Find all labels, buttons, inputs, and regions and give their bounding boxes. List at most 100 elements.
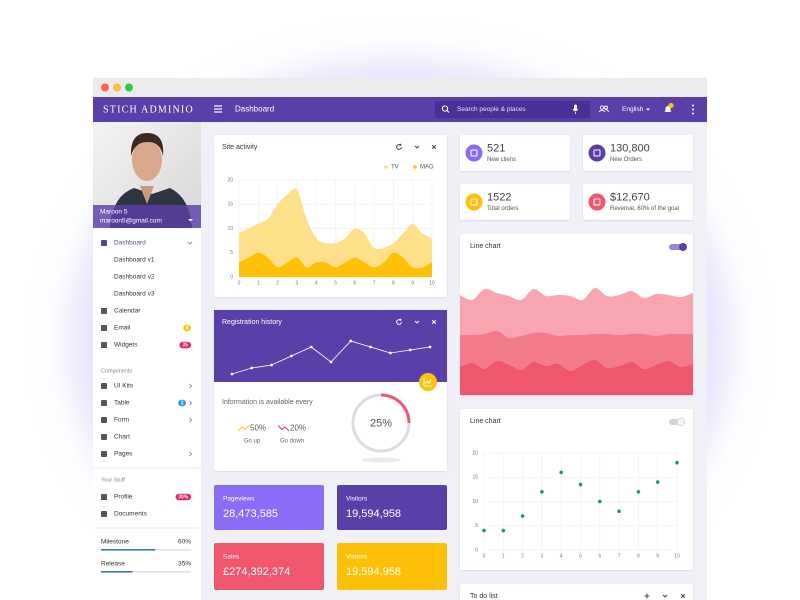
search-placeholder[interactable]: Search people & places bbox=[457, 106, 526, 113]
stat-value: 521 bbox=[487, 142, 505, 154]
down-value: 20% bbox=[290, 424, 306, 433]
nav-sub-label[interactable]: Dashboard v2 bbox=[114, 274, 155, 281]
search-box[interactable] bbox=[435, 101, 590, 118]
profile-caret[interactable] bbox=[188, 219, 193, 222]
x-tick-label: 0 bbox=[238, 280, 241, 286]
nav-label[interactable]: Email bbox=[114, 325, 131, 332]
tile bbox=[337, 543, 447, 590]
info-text: Information is available every bbox=[222, 399, 313, 406]
zoom-dot[interactable] bbox=[125, 83, 133, 92]
toggle-knob[interactable] bbox=[676, 417, 686, 427]
line-point bbox=[309, 345, 313, 349]
x-tick-label: 6 bbox=[353, 280, 356, 286]
tile-label: Visitors bbox=[346, 554, 368, 561]
x-tick-label: 5 bbox=[579, 553, 582, 559]
line-chart-card bbox=[460, 409, 693, 570]
nav-icon bbox=[101, 511, 107, 517]
tile bbox=[214, 543, 324, 590]
x-tick-label: 3 bbox=[541, 553, 544, 559]
nav-arrow[interactable] bbox=[189, 417, 193, 423]
more-icon[interactable] bbox=[692, 104, 694, 115]
line-point bbox=[349, 339, 353, 343]
nav-icon bbox=[101, 383, 107, 389]
legend-label: MAG bbox=[420, 165, 434, 171]
y-tick-label: 20 bbox=[227, 177, 233, 183]
donut-arc bbox=[380, 393, 411, 424]
nav-label[interactable]: Form bbox=[114, 417, 129, 424]
x-tick-label: 10 bbox=[429, 280, 435, 286]
y-tick-label: 15 bbox=[472, 475, 478, 481]
stat-label: Total orders bbox=[487, 206, 518, 212]
y-tick-label: 0 bbox=[230, 274, 233, 280]
nav-arrow[interactable] bbox=[189, 451, 193, 457]
line-point bbox=[270, 363, 273, 367]
tile-value: 19,594,958 bbox=[346, 508, 401, 520]
area bbox=[239, 188, 432, 277]
stacked-area bbox=[460, 359, 693, 395]
nav-arrow[interactable] bbox=[189, 400, 193, 406]
nav-badge bbox=[183, 324, 191, 332]
mic-icon[interactable] bbox=[574, 104, 577, 111]
nav-label[interactable]: Table bbox=[114, 400, 130, 407]
tile-value: 28,473,585 bbox=[223, 508, 278, 520]
nav-icon bbox=[101, 325, 107, 331]
brand[interactable]: STICH ADMINIO bbox=[103, 104, 194, 115]
nav-label[interactable]: Pages bbox=[114, 451, 133, 458]
nav-badge bbox=[175, 493, 191, 501]
progress-bar bbox=[101, 571, 133, 573]
nav-badge-text: 2 bbox=[181, 401, 184, 407]
line-point bbox=[428, 345, 432, 349]
nav-arrow[interactable] bbox=[189, 383, 193, 389]
legend-swatch bbox=[384, 165, 388, 169]
nav-label[interactable]: Profile bbox=[114, 494, 133, 501]
x-tick-label: 3 bbox=[296, 280, 299, 286]
people-icon[interactable] bbox=[598, 105, 609, 113]
card-title: Site activity bbox=[222, 144, 258, 151]
photo-hair bbox=[130, 133, 164, 156]
language[interactable]: English bbox=[622, 106, 644, 113]
x-tick-label: 1 bbox=[502, 553, 505, 559]
person-head bbox=[599, 105, 605, 110]
stat-icon[interactable] bbox=[465, 144, 483, 162]
nav-label[interactable]: Dashboard bbox=[114, 240, 146, 247]
x-tick-label: 4 bbox=[560, 553, 563, 559]
nav-badge bbox=[179, 341, 191, 349]
dot bbox=[692, 112, 694, 115]
minimize-dot[interactable] bbox=[113, 83, 121, 92]
close-dot[interactable] bbox=[101, 83, 109, 92]
up-label: Go up bbox=[244, 439, 261, 445]
stat-icon-glyph bbox=[470, 149, 478, 157]
nav-label[interactable]: UI Kits bbox=[114, 383, 134, 390]
stat-value: $12,670 bbox=[610, 191, 650, 203]
photo-face bbox=[132, 139, 162, 181]
nav-label[interactable]: Widgets bbox=[114, 342, 138, 349]
dot bbox=[692, 108, 694, 111]
nav-arrow[interactable] bbox=[187, 241, 193, 245]
stat-icon[interactable] bbox=[465, 193, 483, 211]
card-title: To do list bbox=[470, 593, 498, 600]
scatter-point bbox=[578, 482, 583, 487]
progress-value: 35% bbox=[178, 561, 191, 568]
scatter-point bbox=[655, 480, 660, 484]
x-tick-label: 7 bbox=[618, 553, 621, 559]
x-tick-label: 5 bbox=[334, 280, 337, 286]
nav-label[interactable]: Documents bbox=[114, 511, 148, 518]
scatter-point bbox=[617, 509, 621, 513]
stat-icon[interactable] bbox=[588, 144, 606, 162]
menu-icon[interactable] bbox=[214, 105, 222, 113]
nav-sub-label[interactable]: Dashboard v3 bbox=[114, 291, 155, 298]
toggle-knob[interactable] bbox=[679, 243, 687, 251]
nav-badge-text: 35 bbox=[182, 343, 188, 349]
tile-label: Pageviews bbox=[223, 496, 255, 503]
stat-icon[interactable] bbox=[588, 193, 606, 211]
nav-icon bbox=[101, 342, 107, 348]
legend-swatch bbox=[413, 165, 417, 169]
nav-badge-text: 8 bbox=[186, 326, 189, 332]
nav-sub-label[interactable]: Dashboard v1 bbox=[114, 257, 155, 264]
nav-label[interactable]: Calendar bbox=[114, 308, 141, 315]
nav-label[interactable]: Chart bbox=[114, 434, 130, 441]
trend-down-icon bbox=[277, 425, 290, 432]
scatter-point bbox=[598, 499, 602, 504]
stat-icon-glyph bbox=[593, 149, 601, 157]
nav-icon bbox=[101, 400, 107, 406]
